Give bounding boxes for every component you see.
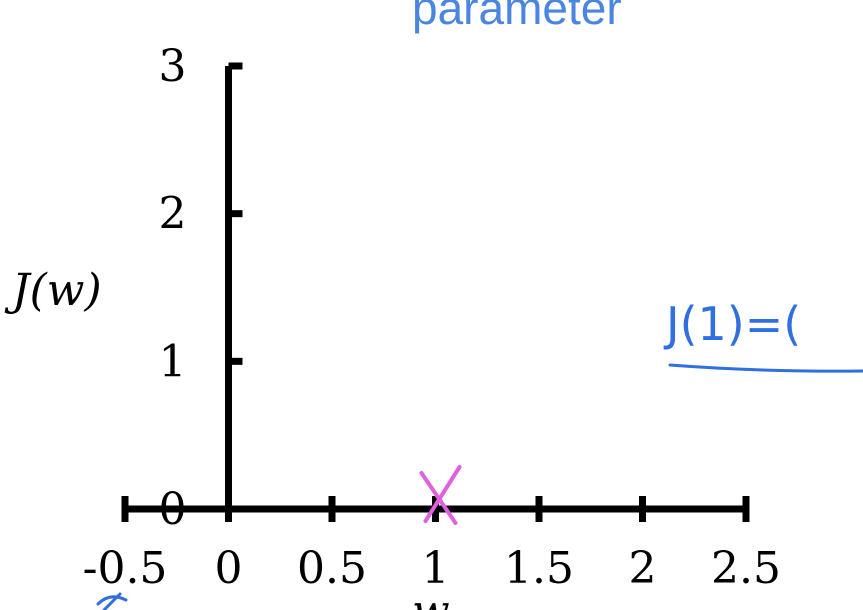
y-ticks: 0 1 2 3 [159,41,243,535]
title-fragment: parameter [412,0,622,34]
y-axis-label: J(w) [4,265,102,316]
x-tick-label: 1.5 [504,543,574,594]
data-point-x-marker [419,465,462,525]
x-ticks: -0.5 0 0.5 1 1.5 2 2.5 [83,496,781,594]
y-tick-label: 2 [159,189,187,240]
x-tick-label: 2 [629,543,657,594]
handwritten-annotation: J(1)=( [663,297,801,351]
x-axis-label: w [412,586,450,610]
stray-ink-mark [96,592,128,610]
x-tick-label: 0 [215,543,243,594]
x-tick-label: 1 [422,543,450,594]
y-tick-label: 1 [159,336,187,387]
data-points [419,465,462,525]
x-tick-label: 0.5 [297,543,367,594]
y-tick-label: 0 [159,484,187,535]
y-tick-label: 3 [159,41,187,92]
x-tick-label: 2.5 [711,543,781,594]
annotation-underline [668,363,863,373]
x-tick-label: -0.5 [83,543,168,594]
